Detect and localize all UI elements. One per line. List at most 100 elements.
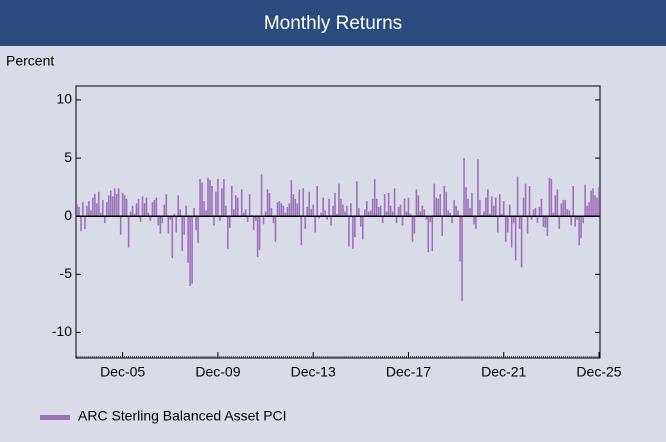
bar: [405, 211, 408, 217]
bar: [233, 209, 235, 217]
x-tick-label: Dec-09: [195, 364, 240, 380]
bar: [181, 216, 183, 252]
bar: [246, 216, 249, 222]
bar: [379, 205, 382, 217]
bar: [520, 216, 523, 268]
bar: [493, 205, 495, 217]
bar: [113, 188, 116, 217]
bar: [100, 212, 102, 217]
bar: [562, 199, 565, 217]
bar: [258, 216, 261, 250]
bar: [185, 205, 187, 217]
bar: [334, 192, 336, 217]
bar: [229, 216, 231, 228]
bar: [471, 192, 473, 217]
bar: [429, 216, 432, 222]
bar: [479, 199, 481, 217]
x-tick-label: Dec-13: [291, 364, 336, 380]
bar: [84, 216, 86, 229]
bar: [219, 216, 221, 221]
bar: [544, 216, 547, 228]
bar: [348, 216, 350, 247]
bar: [86, 205, 88, 217]
bar: [256, 216, 259, 257]
bar: [449, 212, 451, 217]
bar: [127, 216, 130, 248]
bar: [371, 198, 374, 217]
x-tick-label: Dec-05: [100, 364, 145, 380]
bar: [111, 196, 114, 217]
bar: [330, 216, 332, 226]
bar: [153, 199, 156, 217]
bar: [542, 216, 545, 227]
legend-label: ARC Sterling Balanced Asset PCI: [78, 408, 287, 424]
bar: [268, 192, 271, 217]
bar: [244, 209, 247, 217]
bar: [109, 190, 112, 217]
bar: [155, 197, 158, 217]
bar: [282, 205, 285, 217]
bar: [197, 216, 199, 243]
bar: [274, 216, 277, 242]
bar: [302, 188, 305, 217]
bar: [417, 195, 420, 217]
bar: [584, 184, 586, 217]
bar: [594, 195, 596, 217]
bar: [504, 216, 507, 242]
bar: [457, 210, 459, 217]
bar: [389, 205, 392, 217]
bar: [530, 216, 533, 220]
bar: [485, 197, 487, 217]
bar: [518, 216, 521, 229]
bar: [375, 198, 378, 217]
bar: [193, 208, 195, 217]
bar: [443, 185, 445, 217]
bar: [107, 195, 110, 217]
bar: [364, 209, 366, 217]
bar: [524, 183, 527, 217]
bar: [377, 206, 380, 217]
bar: [92, 197, 94, 217]
bar: [80, 216, 82, 232]
bar: [373, 178, 376, 217]
bar: [413, 216, 416, 234]
bar: [163, 204, 166, 217]
bar: [342, 204, 344, 217]
bar: [203, 201, 205, 217]
bar: [403, 198, 406, 217]
bar: [183, 216, 185, 235]
bar: [441, 216, 443, 236]
bar: [276, 202, 279, 217]
bar: [447, 210, 449, 217]
bar: [568, 210, 571, 217]
bar: [167, 216, 170, 234]
bar: [137, 198, 140, 217]
bar: [498, 194, 501, 217]
bar: [415, 189, 418, 217]
bar: [526, 216, 529, 234]
bar: [431, 216, 434, 252]
bar: [290, 180, 293, 217]
bar: [179, 209, 181, 217]
bar: [598, 187, 600, 217]
bar: [189, 216, 191, 286]
bar: [344, 211, 346, 217]
bar: [145, 197, 148, 217]
bar: [536, 216, 539, 224]
bar: [397, 206, 400, 217]
bar: [338, 183, 340, 217]
title-bar: [0, 0, 666, 46]
bar: [558, 216, 561, 229]
bar: [588, 202, 590, 217]
x-tick-label: Dec-25: [576, 364, 621, 380]
bar: [199, 178, 201, 217]
y-tick-label: -5: [60, 265, 73, 281]
bar: [354, 216, 356, 238]
bar: [242, 212, 245, 217]
bar: [149, 216, 152, 221]
bar: [78, 206, 80, 217]
bar: [352, 216, 354, 249]
legend-swatch: [40, 415, 70, 420]
bar: [117, 188, 120, 217]
bar: [383, 194, 386, 217]
